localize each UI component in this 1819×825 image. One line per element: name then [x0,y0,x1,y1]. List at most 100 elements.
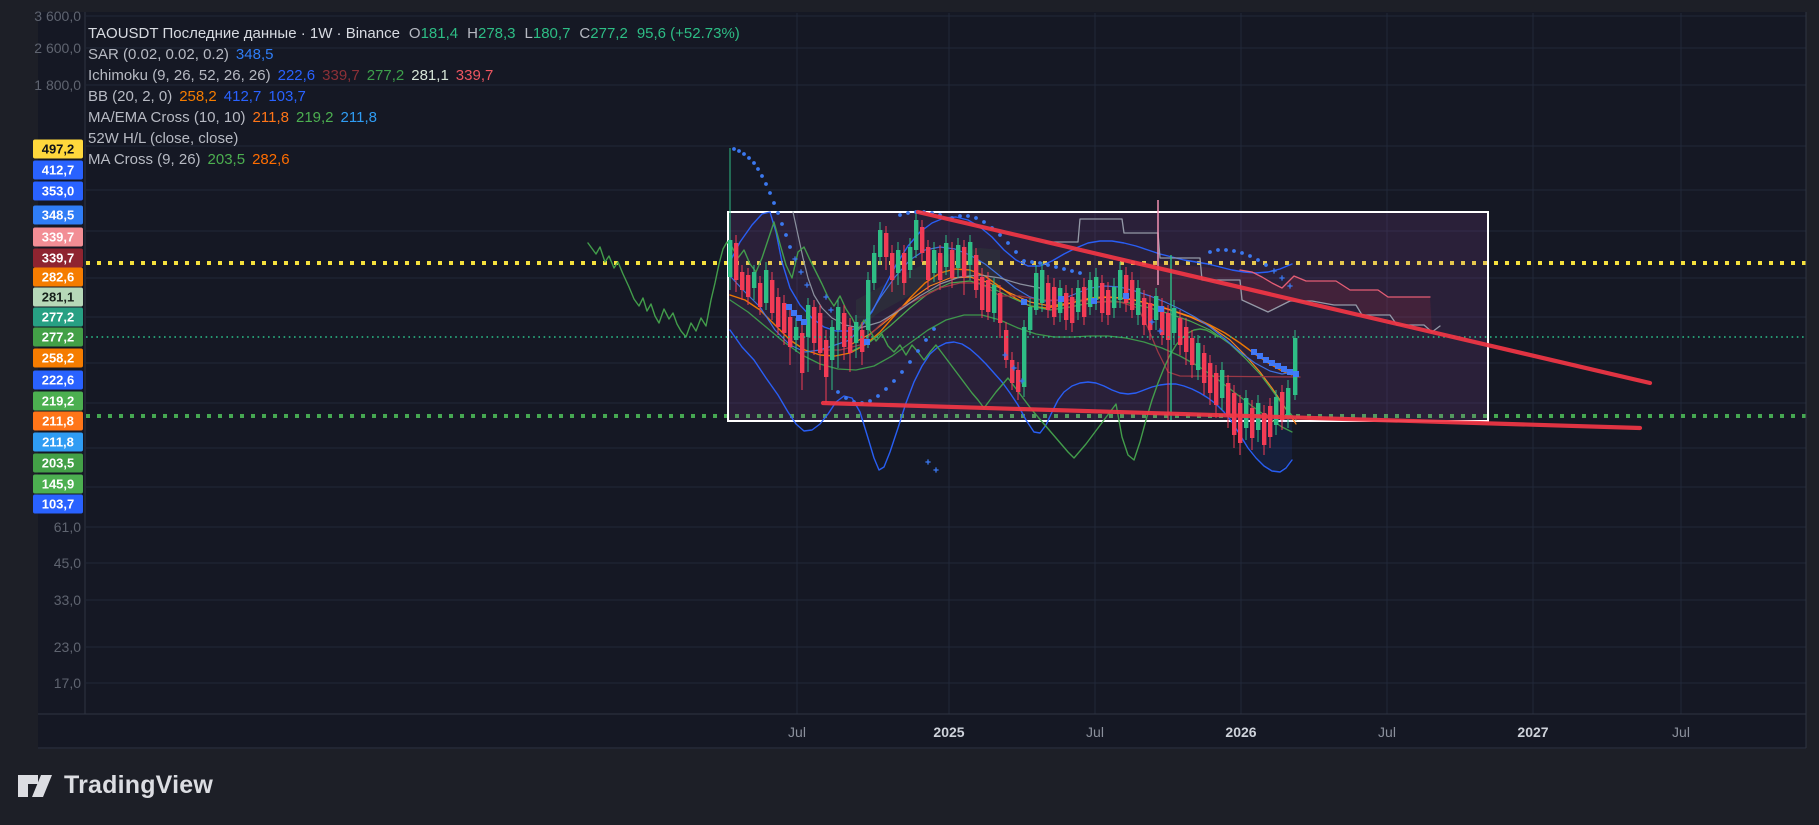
sar-dot [788,245,792,249]
sar-dot [906,211,910,215]
indicator-value: 222,6 [277,67,316,84]
chart-window [38,12,1806,749]
price-badge: 353,0 [33,181,83,201]
candle-body [848,327,853,353]
sar-dot [900,370,904,374]
candle-body [1136,288,1141,315]
indicator-line-bb-lower [729,329,1293,473]
sar-dot [760,174,764,178]
candle-body [1010,360,1015,383]
sar-dot [868,399,872,403]
cross-signal-square [1058,296,1064,302]
candle-body [1262,413,1267,445]
candle-body [1070,297,1075,323]
indicator-value: 258,2 [179,88,217,105]
price-axis-label: 45,0 [53,555,81,571]
indicator-row-ichimoku[interactable]: Ichimoku (9, 26, 52, 26, 26) 222,6 339,7 27… [88,65,740,86]
sar-dot [776,211,780,215]
candle-body [1004,330,1009,360]
candle-body [1226,383,1231,415]
sar-dot [1006,241,1010,245]
price-badge: 219,2 [33,391,83,411]
candle-body [1184,327,1189,352]
candle-body [740,272,745,290]
candle-body [1034,273,1039,310]
indicator-row-52w[interactable]: 52W H/L (close, close) [88,128,740,149]
candle-body [752,272,757,288]
sar-dot [1256,258,1260,262]
candle-body [1154,296,1159,320]
sar-dot [958,214,962,218]
indicator-name: SAR (0.02, 0.02, 0.2) [88,46,229,63]
candle-body [1100,283,1105,313]
cross-signal-square [786,304,792,310]
indicator-row-sar[interactable]: SAR (0.02, 0.02, 0.2) 348,5 [88,44,740,65]
sar-dot [732,147,736,151]
time-axis[interactable]: Jul 2025 Jul 2026 Jul 2027 Jul [38,714,1806,749]
candle-body [974,255,979,290]
candle-body [1082,287,1087,317]
candle-body [1214,373,1219,405]
indicator-name: MA/EMA Cross (10, 10) [88,109,246,126]
cross-signal-square [1251,349,1257,355]
candle-body [872,253,877,283]
indicator-row-ma[interactable]: MA Cross (9, 26) 203,5 282,6 [88,149,740,170]
price-badge: 222,6 [33,370,83,390]
sar-dot [998,233,1002,237]
time-axis-label: Jul [1086,723,1104,740]
symbol-legend-row[interactable]: TAOUSDT Последние данные · 1W · Binance O… [88,23,740,44]
candle-body [1088,280,1093,307]
candle-body [1220,370,1225,398]
candle-body [1046,283,1051,310]
sar-dot [898,213,902,217]
sar-dot [747,156,751,160]
sar-dot [966,214,970,218]
cross-signal-square [1263,357,1269,363]
candle-body [884,233,889,257]
sar-dot [768,191,772,195]
candle-body [1022,327,1027,387]
tradingview-logo[interactable]: TradingView [16,771,213,800]
indicator-line-bb-upper [729,211,1293,332]
indicator-name: MA Cross (9, 26) [88,151,201,168]
plot-area[interactable] [86,147,1806,473]
cross-signal-square [801,319,807,325]
price-axis-label: 3 600,0 [34,8,81,24]
indicator-value: 282,6 [252,151,290,168]
candle-body [962,247,967,277]
candle-body [938,253,943,280]
cross-signal-square [1281,366,1287,372]
cross-signal-square [1123,293,1129,299]
sar-dot [764,182,768,186]
candle-body [788,317,793,347]
indicator-value: 219,2 [295,109,334,126]
symbol-title: TAOUSDT Последние данные · 1W · Binance [88,25,400,42]
sar-dot [876,394,880,398]
candle-body [1208,363,1213,393]
candle-body [1076,288,1081,312]
price-badge: 282,6 [33,267,83,287]
candle-body [836,307,841,330]
cross-signal-square [1158,306,1164,312]
indicator-row-maema[interactable]: MA/EMA Cross (10, 10) 211,8 219,2 211,8 [88,107,740,128]
indicator-legend-rows: SAR (0.02, 0.02, 0.2) 348,5 Ichimoku (9, 2… [88,44,740,170]
indicator-row-bb[interactable]: BB (20, 2, 0) 258,2 412,7 103,7 [88,86,740,107]
price-badge: 211,8 [33,432,83,452]
sar-dot [974,216,978,220]
time-axis-label: 2026 [1225,723,1257,740]
candle-body [992,285,997,313]
sar-dot [1248,254,1252,258]
candle-body [1286,388,1291,418]
ohlc-key: C [579,25,591,42]
sar-dot [844,396,848,400]
candle-body [944,243,949,267]
price-axis-label: 33,0 [53,592,81,608]
sar-dot [780,222,784,226]
price-axis[interactable]: 3 600,0 2 600,0 1 800,0 61,0 45,0 33,0 23,0 17,… [0,8,85,714]
indicator-name: 52W H/L (close, close) [88,130,239,147]
cross-signal-square [1275,363,1281,369]
candle-body [1202,353,1207,383]
indicator-name: BB (20, 2, 0) [88,88,173,105]
candle-body [914,220,919,250]
